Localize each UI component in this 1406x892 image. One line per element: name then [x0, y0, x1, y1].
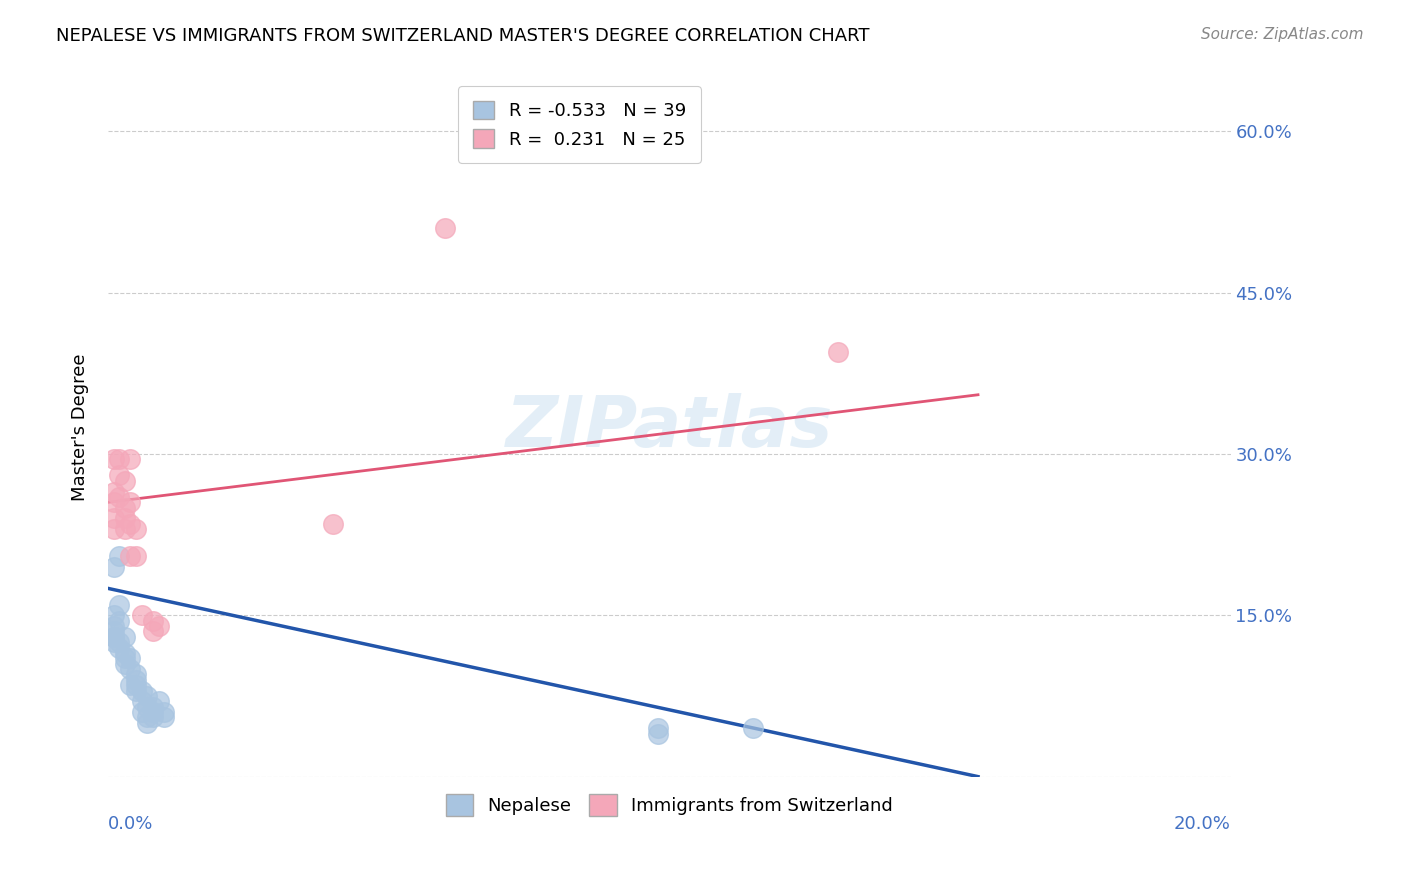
Point: [108, 468, 131, 483]
Point: [142, 699, 165, 714]
Point: [120, 651, 142, 665]
Legend: Nepalese, Immigrants from Switzerland: Nepalese, Immigrants from Switzerland: [439, 787, 900, 823]
Point: [103, 495, 125, 509]
Point: [131, 608, 153, 623]
Point: [103, 635, 125, 649]
Point: [103, 630, 125, 644]
Text: Source: ZipAtlas.com: Source: ZipAtlas.com: [1201, 27, 1364, 42]
Point: [103, 608, 125, 623]
Point: [433, 221, 456, 235]
Point: [108, 549, 131, 563]
Point: [120, 678, 142, 692]
Point: [125, 673, 148, 687]
Point: [108, 490, 131, 504]
Point: [142, 614, 165, 628]
Text: 0.0%: 0.0%: [108, 815, 153, 833]
Point: [108, 635, 131, 649]
Point: [125, 683, 148, 698]
Point: [108, 640, 131, 655]
Point: [103, 452, 125, 467]
Point: [108, 614, 131, 628]
Point: [108, 452, 131, 467]
Point: [114, 511, 136, 525]
Point: [120, 495, 142, 509]
Point: [647, 726, 669, 740]
Point: [142, 705, 165, 719]
Point: [131, 694, 153, 708]
Point: [108, 598, 131, 612]
Point: [148, 619, 170, 633]
Point: [153, 705, 176, 719]
Point: [103, 560, 125, 574]
Point: [136, 715, 159, 730]
Point: [125, 549, 148, 563]
Point: [827, 344, 849, 359]
Point: [120, 452, 142, 467]
Point: [125, 667, 148, 681]
Point: [114, 630, 136, 644]
Y-axis label: Master's Degree: Master's Degree: [72, 353, 89, 500]
Point: [103, 619, 125, 633]
Point: [136, 699, 159, 714]
Point: [114, 651, 136, 665]
Point: [120, 662, 142, 676]
Point: [114, 474, 136, 488]
Point: [120, 549, 142, 563]
Point: [321, 516, 343, 531]
Text: ZIPatlas: ZIPatlas: [506, 392, 832, 461]
Point: [136, 689, 159, 703]
Point: [125, 678, 148, 692]
Point: [103, 630, 125, 644]
Text: 20.0%: 20.0%: [1174, 815, 1230, 833]
Point: [103, 624, 125, 639]
Point: [647, 721, 669, 735]
Point: [103, 522, 125, 536]
Point: [114, 646, 136, 660]
Point: [142, 624, 165, 639]
Point: [153, 710, 176, 724]
Point: [131, 705, 153, 719]
Point: [742, 721, 765, 735]
Point: [114, 522, 136, 536]
Text: NEPALESE VS IMMIGRANTS FROM SWITZERLAND MASTER'S DEGREE CORRELATION CHART: NEPALESE VS IMMIGRANTS FROM SWITZERLAND …: [56, 27, 870, 45]
Point: [114, 657, 136, 671]
Point: [136, 710, 159, 724]
Point: [103, 511, 125, 525]
Point: [114, 500, 136, 515]
Point: [131, 683, 153, 698]
Point: [125, 522, 148, 536]
Point: [120, 516, 142, 531]
Point: [142, 710, 165, 724]
Point: [103, 484, 125, 499]
Point: [148, 694, 170, 708]
